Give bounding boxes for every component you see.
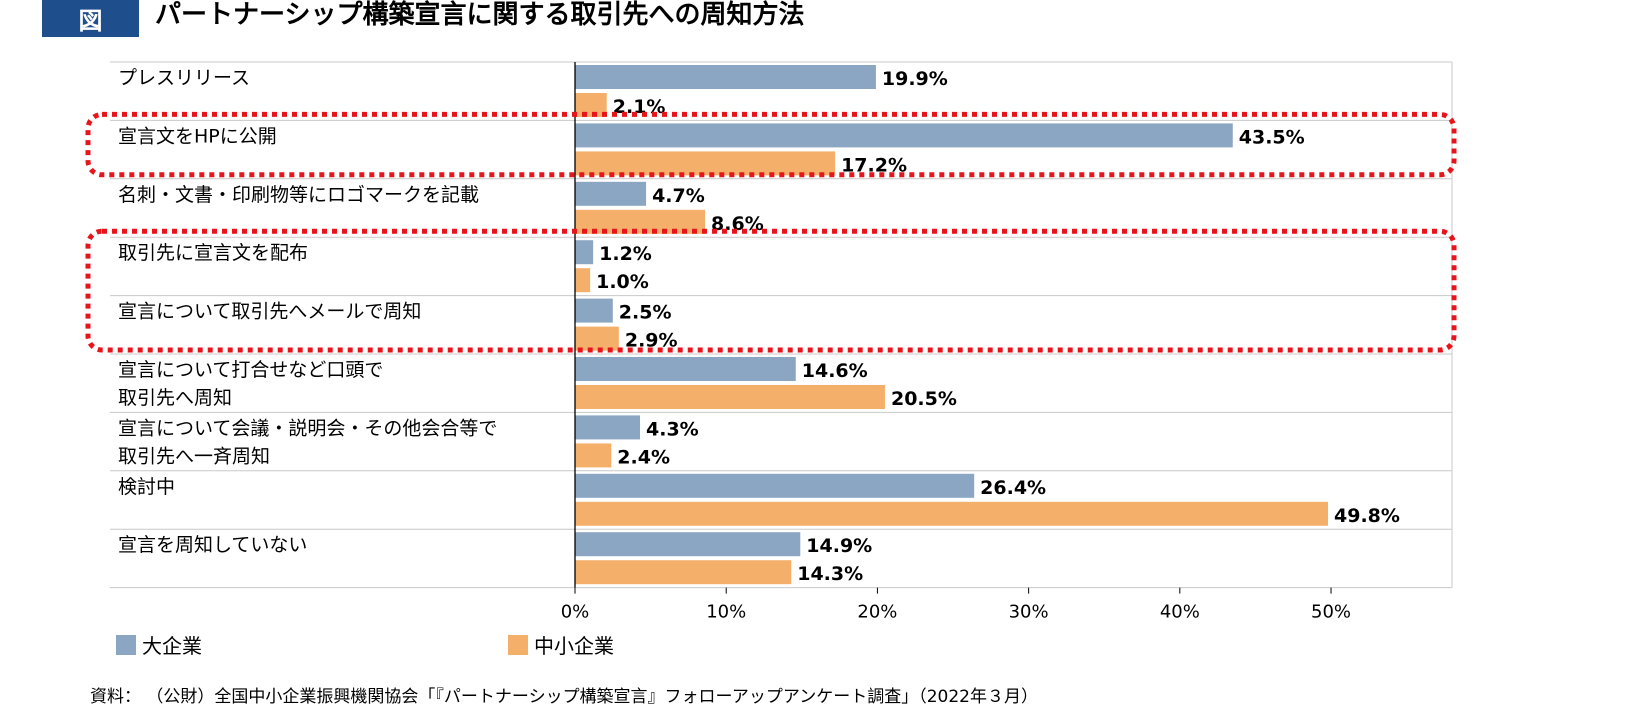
data-label: 4.3%: [646, 418, 699, 440]
bar-large-enterprise: [575, 240, 594, 265]
bar-sme: [575, 93, 607, 117]
data-label: 14.6%: [802, 360, 868, 382]
category-label: 宣言について会議・説明会・その他会合等で: [118, 417, 497, 439]
data-label: 43.5%: [1239, 126, 1305, 148]
data-label: 14.9%: [806, 535, 872, 557]
data-label: 1.0%: [596, 271, 649, 293]
category-label: 宣言を周知していない: [118, 534, 307, 556]
bar-sme: [575, 151, 836, 176]
data-label: 4.7%: [652, 185, 705, 207]
figure-title: パートナーシップ構築宣言に関する取引先への周知方法: [155, 0, 805, 30]
x-tick-label: 30%: [1009, 602, 1049, 623]
bar-large-enterprise: [575, 298, 613, 323]
highlight-frame: [85, 111, 1457, 178]
figure-badge: 図: [42, 0, 139, 37]
category-label: 取引先へ一斉周知: [118, 445, 270, 467]
bar-sme: [575, 443, 612, 468]
highlight-frame: [85, 228, 1457, 353]
data-label: 26.4%: [980, 477, 1046, 499]
x-tick-label: 40%: [1160, 602, 1200, 623]
bar-large-enterprise: [575, 181, 647, 206]
bar-large-enterprise: [575, 532, 801, 557]
legend-swatch-large-enterprise: [116, 635, 136, 655]
bar-large-enterprise: [575, 123, 1233, 148]
data-label: 2.1%: [613, 96, 666, 118]
category-label: 宣言文をHPに公開: [118, 125, 277, 147]
bar-sme: [575, 501, 1329, 526]
category-label: 検討中: [118, 476, 175, 498]
category-label: プレスリリース: [118, 67, 250, 89]
bar-large-enterprise: [575, 357, 796, 381]
data-label: 14.3%: [797, 563, 863, 585]
source-note: 資料： （公財）全国中小企業振興機関協会「『パートナーシップ構築宣言』フォローア…: [90, 687, 1038, 707]
bar-sme: [575, 326, 619, 351]
bar-sme: [575, 268, 591, 293]
legend-label: 中小企業: [534, 634, 614, 658]
x-tick-label: 50%: [1311, 602, 1351, 623]
bar-sme: [575, 560, 792, 585]
bar-large-enterprise: [575, 473, 975, 498]
category-label: 取引先へ周知: [118, 387, 232, 409]
bar-sme: [575, 385, 885, 409]
category-label: 宣言について打合せなど口頭で: [118, 359, 383, 381]
data-label: 49.8%: [1334, 505, 1400, 527]
category-label: 宣言について取引先へメールで周知: [118, 301, 421, 323]
legend-swatch-sme: [508, 635, 528, 655]
data-label: 2.4%: [617, 446, 670, 468]
data-label: 20.5%: [891, 388, 957, 410]
data-label: 17.2%: [841, 154, 907, 176]
x-tick-label: 10%: [706, 602, 746, 623]
data-label: 1.2%: [599, 243, 652, 265]
data-label: 19.9%: [882, 68, 948, 90]
x-tick-label: 0%: [561, 602, 590, 623]
bar-large-enterprise: [575, 415, 641, 440]
category-label: 名刺・文書・印刷物等にロゴマークを記載: [118, 184, 479, 206]
bar-large-enterprise: [575, 65, 876, 89]
data-label: 2.5%: [619, 302, 672, 324]
legend-label: 大企業: [142, 634, 202, 658]
category-label: 取引先に宣言文を配布: [118, 242, 308, 264]
data-label: 2.9%: [625, 330, 678, 352]
x-tick-label: 20%: [857, 602, 897, 623]
